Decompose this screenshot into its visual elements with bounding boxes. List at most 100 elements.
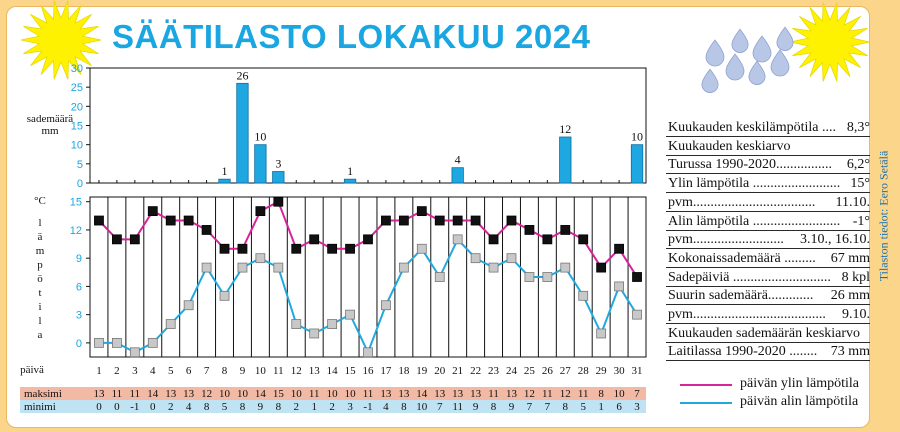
day-tick-label: 8: [222, 365, 228, 377]
day-tick-label: 10: [255, 365, 267, 377]
row-value-max-day-16: 11: [363, 388, 374, 400]
row-value-max-day-10: 14: [255, 388, 267, 400]
row-value-max-day-29: 8: [598, 388, 604, 400]
raindrop-6-icon: [725, 53, 745, 81]
row-value-min-day-3: -1: [130, 401, 139, 413]
temp-marker-min-day-20: [434, 272, 445, 282]
day-tick-label: 13: [309, 365, 321, 377]
day-tick-label: 26: [542, 365, 554, 377]
sun-left-icon: [20, 0, 102, 80]
day-tick-label: 14: [327, 365, 339, 377]
row-value-min-day-14: 2: [329, 401, 335, 413]
legend-min-swatch: [680, 402, 732, 404]
temp-marker-min-day-13: [309, 328, 320, 339]
temp-plot-area: [89, 196, 647, 358]
stat-value: 11.10.: [835, 194, 870, 210]
row-value-max-day-17: 13: [380, 388, 392, 400]
stat-value: 73 mm: [830, 344, 870, 360]
day-tick-label: 6: [186, 365, 192, 377]
temp-ytick-label: 3: [76, 310, 82, 322]
row-value-min-day-19: 10: [416, 401, 428, 413]
row-value-max-day-6: 13: [183, 388, 195, 400]
row-value-min-day-4: 0: [150, 401, 156, 413]
stat-label: pvm.....................................…: [668, 307, 826, 322]
stat-label: Sadepäiviä ............................: [668, 269, 831, 285]
row-value-max-day-5: 13: [165, 388, 177, 400]
row-value-min-day-5: 2: [168, 401, 174, 413]
temp-marker-max-day-5: [165, 215, 176, 226]
temp-marker-max-day-22: [470, 215, 481, 226]
precip-ytick-label: 5: [77, 159, 83, 171]
row-value-min-day-18: 8: [401, 401, 407, 413]
raindrop-7-icon: [748, 60, 766, 85]
precip-data-label-day-21: 4: [455, 153, 461, 167]
day-tick-label: 25: [524, 365, 536, 377]
temp-marker-min-day-24: [506, 253, 517, 264]
stat-label: pvm..........................: [668, 232, 784, 248]
temp-marker-max-day-19: [416, 206, 427, 217]
row-value-max-day-3: 11: [130, 388, 141, 400]
stat-row: Turussa 1990-2020................ 6,2°: [668, 157, 870, 175]
daily-value-table: maksimi 13 11 11 14 13 13 12 10 10 14 15 10 11 10 10 11 1…: [20, 387, 646, 413]
legend-min-label: päivän alin lämpötila: [740, 394, 859, 409]
row-value-min-day-6: 4: [186, 401, 192, 413]
row-value-min-day-20: 7: [437, 401, 443, 413]
row-value-min-day-17: 4: [383, 401, 389, 413]
day-tick-label: 28: [578, 365, 590, 377]
stat-row: Ylin lämpötila .........................…: [668, 176, 870, 194]
stat-value: 8,3°: [846, 120, 870, 135]
temp-marker-max-day-27: [560, 225, 571, 235]
temp-ytick-label: 9: [76, 253, 82, 265]
temp-axis-label-char: l: [38, 217, 41, 229]
temp-axis-label-char: ö: [37, 273, 43, 285]
temp-marker-max-day-6: [183, 215, 194, 226]
row-value-min-day-28: 5: [580, 401, 586, 413]
temp-marker-max-day-16: [363, 234, 373, 245]
stat-label: Kuukauden keskilämpötila ....: [668, 120, 836, 135]
row-value-max-day-9: 10: [237, 388, 249, 400]
day-tick-label: 5: [168, 365, 174, 377]
temp-axis-label-char: p: [37, 259, 43, 271]
row-value-min-day-10: 9: [258, 401, 264, 413]
temp-marker-min-day-21: [452, 234, 463, 245]
temp-marker-min-day-30: [614, 281, 624, 292]
temp-marker-min-day-17: [381, 300, 391, 311]
temp-marker-max-day-11: [273, 196, 284, 207]
row-value-min-day-30: 6: [616, 401, 622, 413]
day-tick-label: 31: [632, 365, 643, 377]
day-axis-label: päivä: [20, 364, 44, 376]
precip-bar-day-31: [630, 144, 644, 184]
stat-label: Alin lämpötila .........................: [668, 213, 841, 229]
temp-axis-label-char: i: [38, 301, 41, 313]
raindrop-2-icon: [731, 28, 749, 53]
row-value-max-day-1: 13: [93, 388, 105, 400]
stat-divider: [666, 360, 870, 362]
stat-label: Kokonaissademäärä .........: [668, 250, 816, 266]
stat-value: -1°: [852, 213, 870, 229]
row-value-min-day-22: 9: [473, 401, 479, 413]
temp-marker-max-day-18: [398, 215, 409, 226]
temp-marker-min-day-10: [255, 253, 266, 264]
temp-marker-min-day-28: [578, 290, 589, 301]
temp-marker-max-day-12: [291, 243, 302, 254]
row-value-min-day-29: 1: [598, 401, 604, 413]
temp-marker-min-day-4: [147, 337, 158, 348]
sun-right-icon-disc: [810, 22, 850, 62]
row-value-max-day-7: 12: [201, 388, 212, 400]
row-value-max-day-28: 11: [578, 388, 589, 400]
stat-value: 67 mm: [830, 250, 870, 266]
day-tick-label: 23: [488, 365, 500, 377]
stat-divider: [666, 229, 870, 231]
day-tick-label: 15: [345, 365, 357, 377]
temp-ytick-label: 12: [70, 225, 82, 237]
temp-marker-max-day-29: [596, 262, 607, 273]
temp-marker-max-day-28: [578, 234, 589, 245]
precip-data-label-day-8: 1: [222, 164, 228, 178]
temp-marker-min-day-12: [291, 319, 302, 329]
precip-bar-day-9: [236, 82, 249, 184]
stat-label: Turussa 1990-2020................: [668, 157, 832, 173]
row-value-max-day-30: 10: [614, 388, 626, 400]
row-value-min-day-25: 7: [527, 401, 533, 413]
temp-marker-min-day-19: [416, 243, 427, 254]
